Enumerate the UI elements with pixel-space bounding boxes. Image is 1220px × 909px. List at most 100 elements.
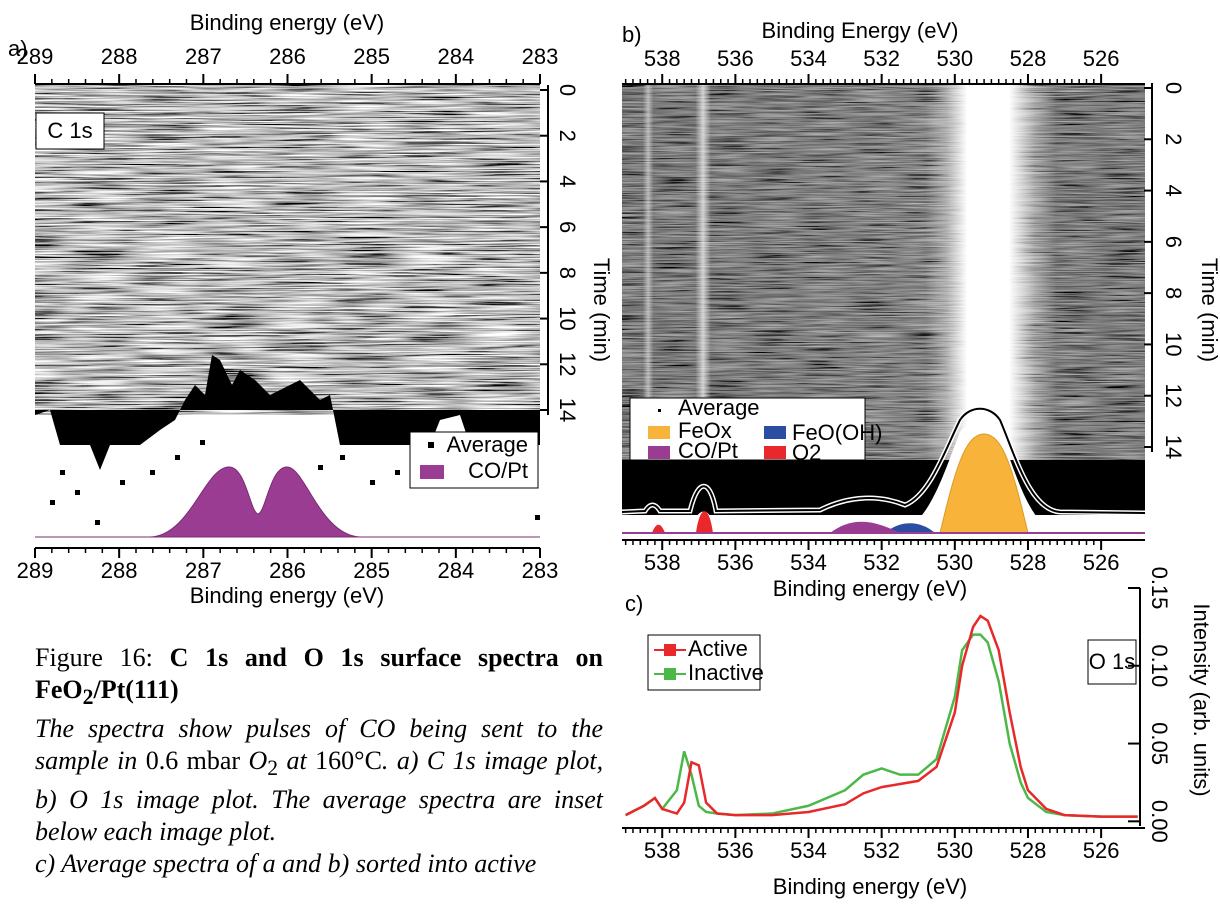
legend-label: FeO(OH) [792, 420, 882, 445]
y-tick-label: 0.10 [1147, 644, 1172, 687]
x-tick-label: 283 [522, 558, 559, 583]
x-tick-label: 287 [185, 44, 222, 69]
o2-fit [652, 511, 713, 533]
feox-fit [939, 433, 1029, 534]
panel-label: a) [8, 36, 28, 61]
x-tick-label: 526 [1083, 550, 1120, 575]
caption-text: The spectra show pulses of CO being sent… [35, 714, 603, 776]
x-tick-label: 526 [1083, 838, 1120, 863]
legend-marker [664, 668, 676, 680]
panel-label: c) [625, 591, 643, 616]
x-tick-label: 538 [644, 838, 681, 863]
y-tick-label: 12 [1161, 383, 1186, 407]
x-tick-label: 530 [936, 838, 973, 863]
x-tick-label: 528 [1010, 46, 1047, 71]
x-tick-label: 289 [17, 558, 54, 583]
y-tick-label: 14 [1161, 435, 1186, 459]
x-tick-label: 532 [863, 46, 900, 71]
legend-swatch [648, 426, 670, 439]
y-axis-title: Time (min) [1197, 258, 1220, 362]
region-label: O 1s [1089, 649, 1135, 674]
y-tick-label: 0 [1161, 82, 1186, 94]
legend-label: CO/Pt [678, 438, 738, 463]
legend-label: FeOx [678, 418, 732, 443]
y-tick-label: 0.00 [1147, 800, 1172, 843]
x-tick-label: 285 [353, 44, 390, 69]
feooh-fit [885, 523, 935, 533]
x-axis-title: Binding energy (eV) [190, 583, 384, 608]
co-pt-fit [35, 466, 540, 538]
x-tick-label: 526 [1083, 46, 1120, 71]
region-box [1087, 639, 1137, 685]
y-axis-title: Intensity (arb. units) [1189, 603, 1214, 796]
co-pt-fit [830, 521, 900, 533]
series-line [625, 633, 1138, 818]
legend [647, 634, 761, 691]
y-tick-label: 10 [1161, 332, 1186, 356]
x-tick-label: 286 [269, 558, 306, 583]
x-tick-label: 536 [717, 838, 754, 863]
x-tick-label: 288 [101, 44, 138, 69]
y-tick-label: 0.05 [1147, 722, 1172, 765]
x-tick-label: 289 [17, 44, 54, 69]
region-label: C 1s [47, 118, 92, 143]
x-tick-label: 287 [185, 558, 222, 583]
x-axis-title: Binding energy (eV) [773, 874, 967, 899]
y-tick-label: 4 [1161, 184, 1186, 196]
y-tick-label: 8 [1161, 287, 1186, 299]
x-tick-label: 536 [717, 46, 754, 71]
x-tick-label: 530 [936, 46, 973, 71]
x-tick-label: 530 [936, 550, 973, 575]
x-tick-label: 285 [353, 558, 390, 583]
x-tick-label: 284 [437, 44, 474, 69]
y-tick-label: 10 [555, 306, 580, 330]
caption-title: C 1s and O 1s surface spectra on FeO2/Pt… [35, 643, 603, 709]
caption-subscript: 2 [267, 756, 279, 781]
legend-label: O2 [792, 440, 821, 465]
series-line [625, 614, 1138, 818]
legend-swatch [420, 465, 444, 479]
y-tick-label: 2 [1161, 133, 1186, 145]
caption-title-text: C 1s and O 1s surface spectra on FeO [35, 643, 603, 704]
legend [409, 431, 539, 489]
y-tick-label: 8 [555, 267, 580, 279]
x-tick-label: 536 [717, 550, 754, 575]
caption-text: c) Average spectra of a and b) sorted in… [35, 849, 537, 879]
x-tick-label: 286 [269, 44, 306, 69]
x-tick-label: 538 [644, 550, 681, 575]
caption-title-text: /Pt(111) [93, 675, 179, 704]
legend-label: Inactive [688, 660, 764, 685]
legend-swatch [764, 446, 786, 459]
y-tick-label: 12 [555, 352, 580, 376]
y-tick-label: 2 [555, 130, 580, 142]
caption-text: . a) C 1s image plot, b) O 1s image plot… [35, 746, 604, 847]
x-tick-label: 528 [1010, 550, 1047, 575]
x-tick-label: 534 [790, 838, 827, 863]
y-tick-label: 4 [555, 175, 580, 187]
x-axis-title: Binding energy (eV) [773, 576, 967, 601]
legend-marker [658, 409, 661, 412]
caption-text: 0.6 mbar [145, 746, 241, 776]
y-tick-label: 0 [555, 84, 580, 96]
caption-text: O [248, 746, 268, 776]
caption: Figure 16: C 1s and O 1s surface spectra… [35, 642, 603, 880]
x-tick-label: 538 [644, 46, 681, 71]
x-tick-label: 532 [863, 550, 900, 575]
caption-text: at [286, 746, 307, 776]
legend-marker [428, 442, 434, 448]
region-box [35, 112, 105, 150]
legend-label: Average [446, 432, 528, 457]
x-tick-label: 288 [101, 558, 138, 583]
caption-label: Figure 16: [35, 643, 153, 672]
y-tick-label: 0.15 [1147, 567, 1172, 610]
x-tick-label: 534 [790, 46, 827, 71]
x-tick-label: 528 [1010, 838, 1047, 863]
legend-label: CO/Pt [468, 458, 528, 483]
legend-marker [664, 644, 676, 656]
caption-text: 160°C [315, 746, 382, 776]
caption-subscript: 2 [82, 685, 94, 710]
legend-swatch [648, 446, 670, 459]
average-points [50, 440, 540, 525]
legend-swatch [764, 426, 786, 439]
